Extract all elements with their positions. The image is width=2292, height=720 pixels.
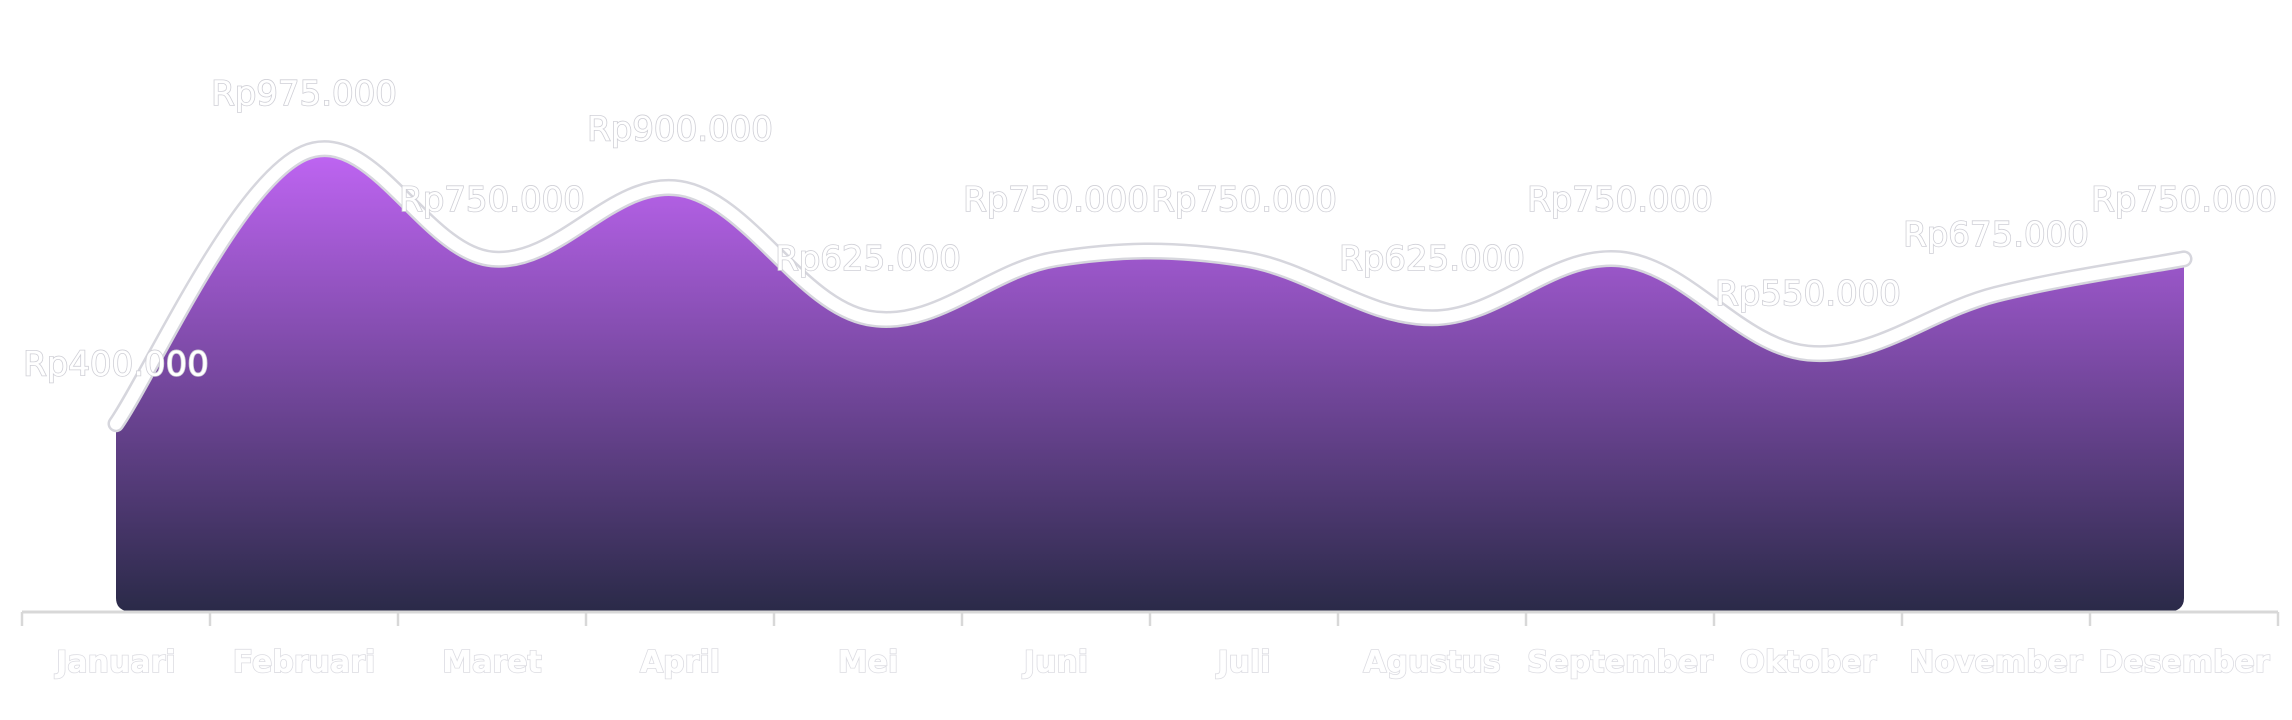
x-tick-label: Oktober bbox=[1739, 645, 1876, 680]
x-tick-label: Agustus bbox=[1363, 645, 1500, 680]
data-label: Rp750.000 bbox=[963, 180, 1149, 220]
x-axis bbox=[20, 610, 2280, 626]
data-labels: Rp400.000Rp975.000Rp750.000Rp900.000Rp62… bbox=[22, 73, 2277, 385]
x-tick-label: Desember bbox=[2098, 645, 2270, 680]
data-label: Rp900.000 bbox=[587, 109, 773, 149]
data-label: Rp750.000 bbox=[2091, 180, 2277, 220]
data-label: Rp975.000 bbox=[211, 74, 397, 114]
area-fill bbox=[116, 148, 2184, 613]
series-line bbox=[110, 142, 2190, 430]
x-tick-label: November bbox=[1909, 645, 2083, 680]
x-tick-labels: Januari Februari Maret April Mei Juni Juli Agus… bbox=[53, 644, 2270, 681]
data-label: Rp675.000 bbox=[1903, 215, 2089, 255]
x-tick-label: Februari bbox=[233, 645, 376, 680]
data-label: Rp400.000 bbox=[23, 345, 209, 385]
x-tick-label: Juli bbox=[1215, 645, 1270, 680]
x-tick-label: Maret bbox=[442, 645, 542, 680]
x-tick-label: Januari bbox=[54, 645, 175, 680]
data-label: Rp625.000 bbox=[1339, 239, 1525, 279]
data-label: Rp750.000 bbox=[1527, 180, 1713, 220]
data-label: Rp750.000 bbox=[399, 180, 585, 220]
data-label: Rp750.000 bbox=[1151, 180, 1337, 220]
x-tick-label: Mei bbox=[838, 645, 898, 680]
line-layer bbox=[107, 140, 2193, 433]
data-label: Rp625.000 bbox=[775, 239, 961, 279]
x-tick-label: Juni bbox=[1022, 645, 1088, 680]
x-tick-label: April bbox=[640, 645, 720, 680]
area-layer bbox=[116, 148, 2184, 613]
data-label: Rp550.000 bbox=[1715, 274, 1901, 314]
x-tick-label: September bbox=[1527, 645, 1713, 680]
